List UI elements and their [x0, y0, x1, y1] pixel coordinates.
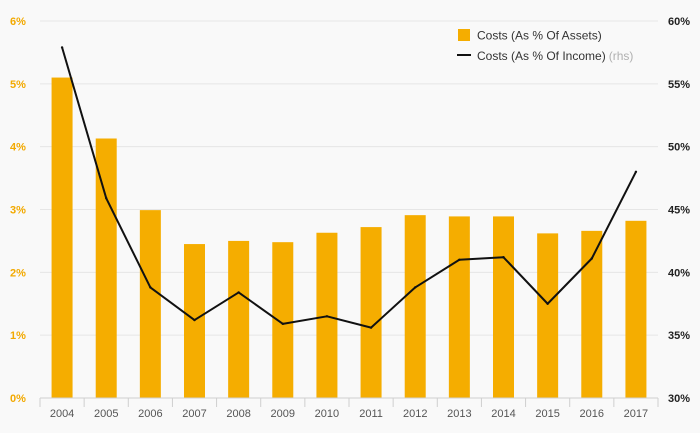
- y-right-tick-label: 50%: [668, 142, 690, 154]
- legend-bar-label: Costs (As % Of Assets): [477, 29, 602, 43]
- x-tick-label: 2005: [94, 408, 118, 420]
- line-point-2006: [149, 286, 152, 289]
- line-point-2017: [634, 170, 638, 173]
- legend-line-suffix: (rhs): [609, 49, 634, 63]
- axes: 0% 1% 2% 3% 4% 5% 6% 30% 35% 40% 45% 50% 55% 60% 2004 2…: [10, 16, 690, 420]
- y-right-tick-label: 30%: [668, 393, 690, 405]
- x-tick-label: 2016: [580, 408, 604, 420]
- bar-2015: [537, 233, 559, 398]
- income-cost-line: [61, 47, 637, 329]
- x-tick-label: 2004: [50, 408, 74, 420]
- bar-2012: [404, 215, 426, 398]
- x-tick-label: 2013: [447, 408, 471, 420]
- bar-2017: [625, 220, 647, 398]
- x-tick-label: 2009: [271, 408, 295, 420]
- line-point-2010: [325, 315, 329, 318]
- line-point-2005: [105, 196, 108, 200]
- bar-2008: [228, 240, 250, 398]
- y-right-tick-label: 40%: [668, 267, 690, 279]
- bar-2014: [493, 216, 514, 398]
- y-right-tick-label: 45%: [668, 205, 690, 217]
- bar-series: [51, 77, 647, 399]
- x-tick-label: 2017: [624, 408, 648, 420]
- line-point-2013: [458, 258, 461, 261]
- y-left-tick-label: 0%: [10, 393, 26, 405]
- y-left-tick-label: 3%: [10, 205, 26, 217]
- line-point-2009: [281, 322, 284, 326]
- y-right-tick-label: 55%: [668, 79, 690, 91]
- line-point-2004: [60, 46, 64, 49]
- y-left-tick-label: 4%: [10, 142, 26, 154]
- bar-2011: [360, 227, 382, 398]
- x-tick-label: 2014: [491, 408, 515, 420]
- y-left-tick-label: 5%: [10, 79, 26, 91]
- line-point-2016: [590, 257, 593, 260]
- line-point-2008: [237, 291, 240, 294]
- bar-2013: [448, 216, 470, 398]
- x-tick-label: 2007: [182, 408, 206, 420]
- line-point-2012: [414, 286, 417, 289]
- bar-2006: [139, 210, 161, 398]
- y-right-tick-label: 60%: [668, 16, 690, 28]
- bar-2016: [581, 230, 603, 398]
- line-point-2007: [193, 318, 196, 322]
- x-tick-label: 2015: [535, 408, 559, 420]
- y-left-tick-label: 2%: [10, 267, 26, 279]
- svg-text:Costs (As % Of Income)(rhs): Costs (As % Of Income) (rhs): [477, 49, 633, 63]
- y-left-tick-label: 6%: [10, 16, 26, 28]
- line-point-2014: [502, 256, 505, 259]
- bar-2005: [95, 138, 117, 398]
- line-point-2011: [369, 326, 373, 329]
- y-left-tick-label: 1%: [10, 330, 26, 342]
- x-tick-label: 2008: [226, 408, 250, 420]
- bar-2004: [51, 77, 73, 399]
- bar-2009: [272, 242, 294, 398]
- y-right-tick-label: 35%: [668, 330, 690, 342]
- x-tick-label: 2006: [138, 408, 162, 420]
- legend: Costs (As % Of Assets) Costs (As % Of In…: [457, 29, 633, 63]
- line-series: [60, 46, 638, 329]
- legend-bar-swatch: [458, 29, 470, 41]
- legend-line-label: Costs (As % Of Income): [477, 49, 606, 63]
- x-tick-label: 2012: [403, 408, 427, 420]
- gridlines: [40, 20, 658, 336]
- line-point-2015: [546, 302, 549, 305]
- x-tick-label: 2011: [359, 408, 383, 420]
- x-tick-label: 2010: [315, 408, 339, 420]
